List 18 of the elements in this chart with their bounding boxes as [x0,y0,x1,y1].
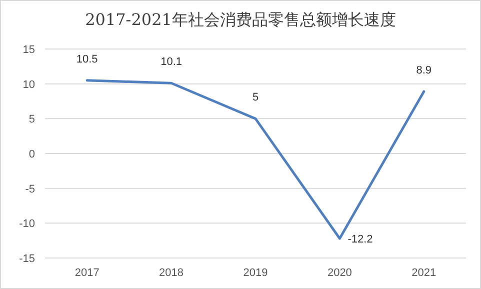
y-tick-label: 15 [22,44,35,56]
data-label: 10.5 [76,53,98,66]
chart-title: 2017-2021年社会消费品零售总额增长速度 [85,10,396,29]
x-tick-label: 2020 [327,267,352,279]
x-tick-label: 2019 [243,267,268,279]
data-label: 5 [252,92,259,104]
x-tick-label: 2021 [412,267,436,279]
x-tick-label: 2018 [159,267,184,279]
y-tick-label: -10 [19,218,35,230]
y-tick-label: -5 [25,183,35,196]
y-tick-label: 5 [28,114,35,126]
x-tick-label: 2017 [74,267,100,279]
y-tick-label: 10 [22,78,35,91]
data-label: 8.9 [416,64,432,76]
y-tick-label: -15 [19,253,35,265]
data-label: 10.1 [160,56,182,68]
y-tick-label: 0 [28,148,35,160]
data-label: -12.2 [348,233,373,246]
